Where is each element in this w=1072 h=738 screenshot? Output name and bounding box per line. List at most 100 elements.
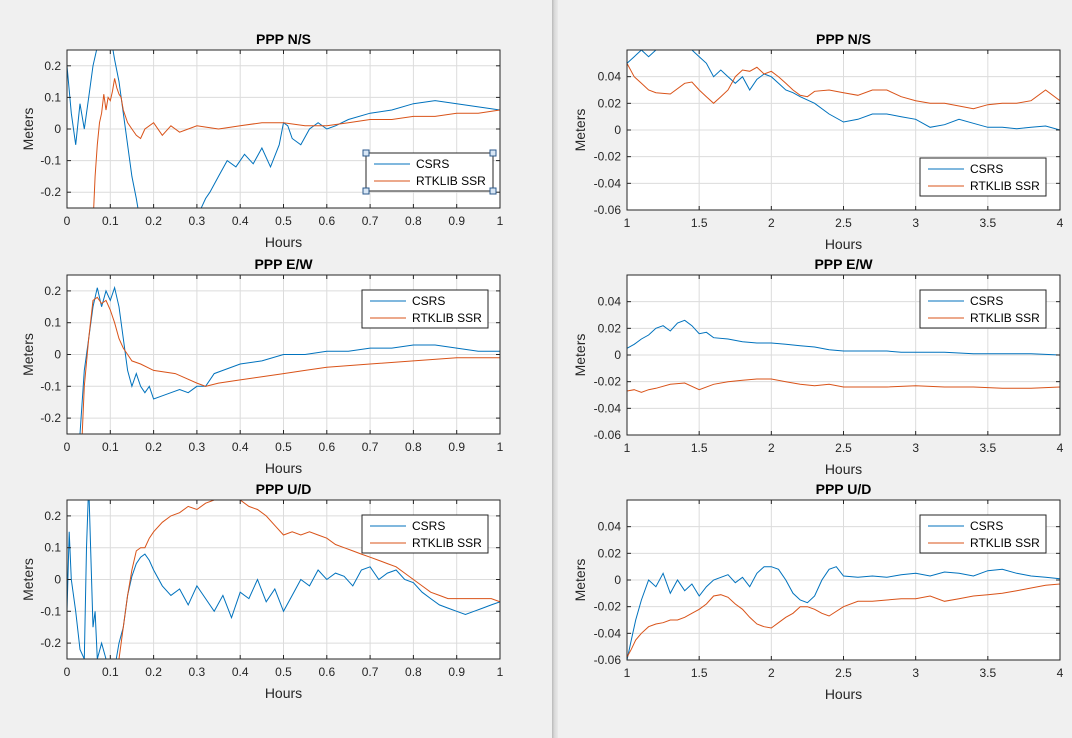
x-tick-label: 0.2 xyxy=(145,665,162,679)
x-tick-label: 1.5 xyxy=(691,216,708,230)
x-tick-label: 3.5 xyxy=(979,441,996,455)
x-tick-label: 0.1 xyxy=(102,214,119,228)
x-tick-label: 2 xyxy=(768,666,775,680)
series-line-rtklib-ssr xyxy=(93,78,500,208)
legend-label-rtklib-ssr: RTKLIB SSR xyxy=(970,536,1040,550)
legend-resize-handle[interactable] xyxy=(489,149,497,157)
legend-box[interactable] xyxy=(361,289,489,329)
subplot-right-ud: 1 1.5 2 2.5 3 3.5 4 -0.06 -0.04 -0.02 0 0.02 0.04 PPP… xyxy=(572,481,1064,702)
subplot-left-ns: 0 0.1 0.2 0.3 0.4 0.5 0.6 0.7 0.8 0.9 1 -0.2 -0.1 0 0.… xyxy=(20,31,504,250)
x-axis-label: Hours xyxy=(825,461,862,477)
x-tick-label: 1 xyxy=(624,216,631,230)
x-axis-label: Hours xyxy=(265,460,302,476)
panel-splitter[interactable] xyxy=(552,0,558,738)
right-figure-panel: 1 1.5 2 2.5 3 3.5 4 -0.06 -0.04 -0.02 0 0.02 0.04 PPP… xyxy=(558,0,1072,738)
series-line-rtklib-ssr xyxy=(81,296,500,434)
legend-label-csrs: CSRS xyxy=(970,294,1003,308)
y-tick-label: -0.1 xyxy=(40,379,61,393)
x-tick-label: 0.8 xyxy=(405,665,422,679)
legend-label-rtklib-ssr: RTKLIB SSR xyxy=(970,179,1040,193)
y-tick-label: 0.1 xyxy=(44,316,61,330)
legend[interactable]: CSRS RTKLIB SSR xyxy=(919,289,1047,329)
series-line-rtklib-ssr xyxy=(627,63,1060,110)
y-tick-label: 0 xyxy=(54,122,61,136)
x-tick-label: 1 xyxy=(624,666,631,680)
chart-title: PPP E/W xyxy=(254,256,313,272)
y-tick-label: 0.1 xyxy=(44,90,61,104)
y-tick-label: -0.04 xyxy=(594,626,622,640)
chart-title: PPP U/D xyxy=(816,481,872,497)
x-tick-label: 1 xyxy=(497,665,504,679)
x-tick-label: 0.3 xyxy=(189,440,206,454)
y-axis-label: Meters xyxy=(572,559,588,602)
legend-resize-handle[interactable] xyxy=(489,187,497,195)
chart-title: PPP U/D xyxy=(256,481,312,497)
y-axis-label: Meters xyxy=(20,558,36,601)
legend-label-rtklib-ssr: RTKLIB SSR xyxy=(412,311,482,325)
y-tick-label: -0.04 xyxy=(594,401,622,415)
legend-label-csrs: CSRS xyxy=(970,519,1003,533)
series-line-rtklib-ssr xyxy=(627,378,1060,393)
legend[interactable]: CSRS RTKLIB SSR xyxy=(361,289,489,329)
left-figure-canvas: 0 0.1 0.2 0.3 0.4 0.5 0.6 0.7 0.8 0.9 1 -0.2 -0.1 0 0.… xyxy=(20,31,504,701)
legend-resize-handle[interactable] xyxy=(362,149,370,157)
y-tick-label: -0.06 xyxy=(594,428,622,442)
x-tick-label: 0.4 xyxy=(232,665,249,679)
x-tick-label: 0.4 xyxy=(232,214,249,228)
series-line-csrs xyxy=(67,50,500,208)
x-tick-label: 2 xyxy=(768,441,775,455)
y-axis-label: Meters xyxy=(20,108,36,151)
series-line-csrs xyxy=(627,566,1060,660)
y-tick-label: 0 xyxy=(614,123,621,137)
legend[interactable]: CSRS RTKLIB SSR xyxy=(919,157,1047,197)
y-tick-label: -0.04 xyxy=(594,176,622,190)
y-tick-label: 0.1 xyxy=(44,541,61,555)
y-tick-label: -0.2 xyxy=(40,636,61,650)
series-line-csrs xyxy=(67,500,500,659)
legend-box[interactable] xyxy=(919,514,1047,554)
x-tick-label: 4 xyxy=(1057,441,1064,455)
legend-resize-handle[interactable] xyxy=(362,187,370,195)
legend[interactable]: CSRS RTKLIB SSR xyxy=(362,149,497,195)
x-tick-label: 3 xyxy=(912,216,919,230)
subplot-right-ew: 1 1.5 2 2.5 3 3.5 4 -0.06 -0.04 -0.02 0 0.02 0.04 PPP… xyxy=(572,256,1064,477)
legend[interactable]: CSRS RTKLIB SSR xyxy=(361,514,489,554)
y-axis-label: Meters xyxy=(572,109,588,152)
legend-box[interactable] xyxy=(365,152,494,192)
x-tick-label: 0.6 xyxy=(318,214,335,228)
x-tick-label: 0.3 xyxy=(189,665,206,679)
x-axis-label: Hours xyxy=(265,685,302,701)
x-tick-label: 0.2 xyxy=(145,440,162,454)
y-tick-label: -0.06 xyxy=(594,653,622,667)
y-tick-label: 0.02 xyxy=(598,321,622,335)
x-tick-label: 0.9 xyxy=(448,440,465,454)
y-tick-label: 0 xyxy=(614,348,621,362)
series-line-csrs xyxy=(79,285,500,434)
x-tick-label: 0 xyxy=(64,665,71,679)
left-figure-panel: 0 0.1 0.2 0.3 0.4 0.5 0.6 0.7 0.8 0.9 1 -0.2 -0.1 0 0.… xyxy=(20,31,504,701)
x-tick-label: 4 xyxy=(1057,666,1064,680)
y-tick-label: -0.06 xyxy=(594,203,622,217)
y-tick-label: -0.2 xyxy=(40,411,61,425)
y-tick-label: 0.2 xyxy=(44,59,61,73)
x-tick-label: 1 xyxy=(497,440,504,454)
x-tick-label: 0 xyxy=(64,440,71,454)
subplot-left-ud: 0 0.1 0.2 0.3 0.4 0.5 0.6 0.7 0.8 0.9 1 -0.2 -0.1 0 0.… xyxy=(20,481,504,701)
x-tick-label: 0.8 xyxy=(405,214,422,228)
y-tick-label: -0.1 xyxy=(40,154,61,168)
x-tick-label: 2 xyxy=(768,216,775,230)
y-tick-label: 0 xyxy=(54,573,61,587)
subplot-right-ns: 1 1.5 2 2.5 3 3.5 4 -0.06 -0.04 -0.02 0 0.02 0.04 PPP… xyxy=(572,31,1064,252)
y-tick-label: -0.02 xyxy=(594,600,622,614)
x-tick-label: 0 xyxy=(64,214,71,228)
subplot-left-ew: 0 0.1 0.2 0.3 0.4 0.5 0.6 0.7 0.8 0.9 1 -0.2 -0.1 0 0.… xyxy=(20,256,504,476)
series-line-rtklib-ssr xyxy=(627,583,1060,658)
x-tick-label: 3 xyxy=(912,441,919,455)
legend-box[interactable] xyxy=(919,289,1047,329)
legend-box[interactable] xyxy=(361,514,489,554)
legend-box[interactable] xyxy=(919,157,1047,197)
y-tick-label: 0.04 xyxy=(598,70,622,84)
x-tick-label: 0.4 xyxy=(232,440,249,454)
x-tick-label: 0.3 xyxy=(189,214,206,228)
legend[interactable]: CSRS RTKLIB SSR xyxy=(919,514,1047,554)
